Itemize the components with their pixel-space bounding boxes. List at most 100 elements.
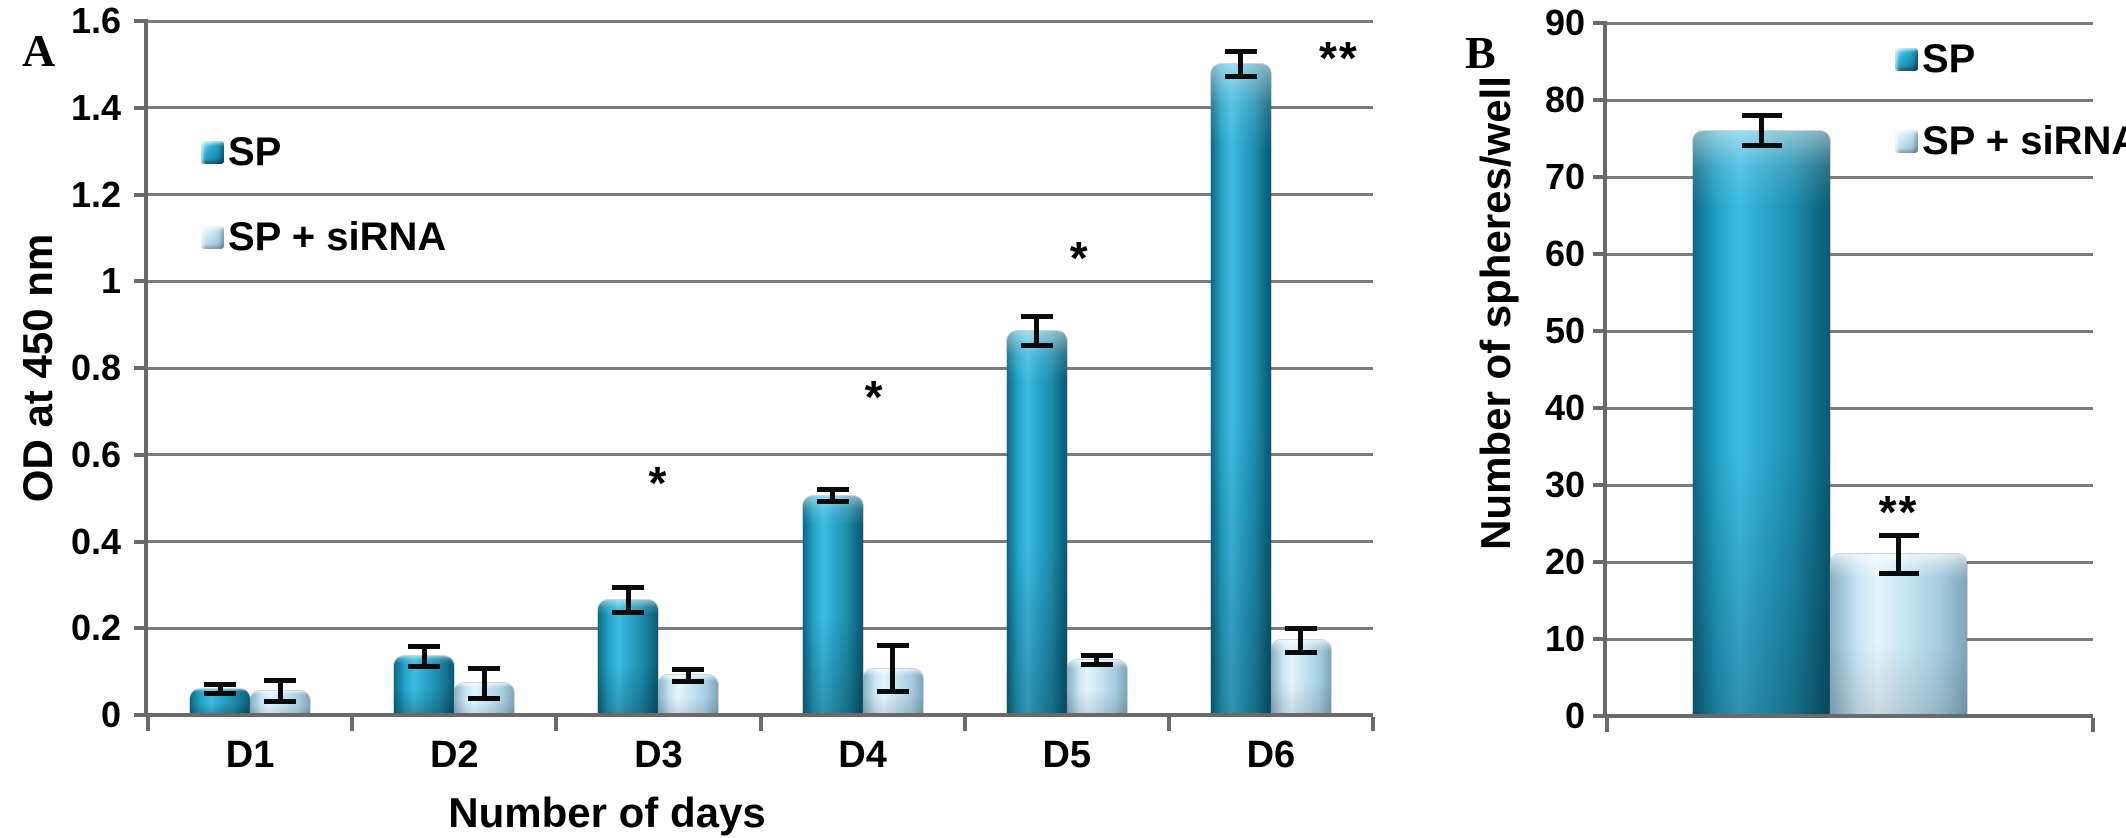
gridline-y-50 [1607, 329, 2093, 333]
legend-label-SP + siRNA: SP + siRNA [1922, 119, 2126, 163]
y-axis-tick-0.2 [134, 626, 148, 631]
y-axis-tick-50 [1593, 329, 1607, 333]
x-axis-tick-3 [758, 717, 763, 731]
error-cap-top [1080, 652, 1113, 658]
legend-item-SP + siRNA: SP + siRNA [201, 215, 446, 259]
legend-item-SP + siRNA: SP + siRNA [1895, 119, 2126, 163]
error-cap-top [672, 666, 705, 672]
gridline-y-60 [1607, 252, 2093, 256]
gridline-y-70 [1607, 175, 2093, 179]
y-tick-label-90: 90 [1544, 2, 1585, 43]
gridline-y-0.2 [148, 626, 1373, 630]
gridline-y-0.6 [148, 453, 1373, 457]
gridline-y-1.2 [148, 193, 1373, 196]
error-cap-bottom [468, 695, 501, 701]
error-cap-top [1741, 113, 1782, 119]
y-axis-tick-10 [1593, 637, 1607, 641]
category-label-D4: D4 [838, 734, 887, 776]
error-cap-bottom [1080, 662, 1113, 668]
y-tick-label-80: 80 [1544, 79, 1585, 120]
x-axis-tick-4 [962, 717, 967, 731]
significance-marker: * [1069, 231, 1090, 284]
category-label-D1: D1 [225, 734, 275, 776]
legend-marker-SP-icon [201, 140, 224, 164]
x-axis-tick-1 [350, 717, 355, 731]
error-cap-bottom [204, 691, 237, 697]
y-axis-tick-1 [134, 279, 148, 284]
legend-item-SP: SP [201, 130, 281, 174]
x-axis-tick-1 [2091, 718, 2095, 732]
gridline-y-90 [1607, 21, 2093, 25]
x-axis-tick-6 [1371, 717, 1375, 731]
error-cap-bottom [1741, 143, 1782, 149]
panel-a-x-axis-title: Number of days [448, 789, 766, 836]
legend-marker-SP + siRNA-icon [201, 225, 224, 249]
error-cap-top [1878, 533, 1919, 539]
error-cap-top [468, 666, 501, 672]
y-tick-label-20: 20 [1544, 541, 1585, 582]
legend-marker-SP-icon [1895, 47, 1918, 71]
gridline-y-1 [148, 279, 1373, 283]
error-cap-bottom [264, 698, 297, 704]
error-cap-bottom [1284, 649, 1317, 655]
x-axis-line [1603, 714, 2093, 718]
gridline-y-1.6 [148, 19, 1373, 23]
bar-D3-SP [598, 600, 659, 715]
gridline-y-0.4 [148, 540, 1373, 543]
y-tick-label-10: 10 [1544, 618, 1585, 659]
bar-group-SP [1693, 130, 1830, 716]
y-axis-tick-0 [1593, 714, 1607, 718]
error-bar-D5-SP + siRNA [1094, 654, 1100, 666]
error-bar-D6-SP + siRNA [1298, 628, 1304, 653]
error-bar-D5-SP [1034, 315, 1040, 347]
y-tick-label-0.4: 0.4 [70, 520, 121, 562]
y-tick-label-70: 70 [1544, 156, 1585, 197]
error-bar-D3-SP [625, 587, 631, 614]
error-cap-top [1284, 626, 1317, 632]
error-bar-D4-SP [830, 489, 836, 503]
significance-marker: * [864, 370, 885, 423]
bar-D5-SP + siRNA [1066, 659, 1127, 715]
y-tick-label-1: 1 [100, 260, 121, 302]
error-cap-top [408, 643, 441, 649]
x-axis-tick-0 [146, 717, 150, 731]
error-bar-D2-SP + siRNA [481, 668, 487, 699]
significance-marker: * [648, 457, 669, 510]
x-axis-tick-5 [1166, 717, 1171, 731]
gridline-y-40 [1607, 406, 2093, 410]
error-bar-D6-SP [1238, 51, 1244, 78]
error-cap-bottom [612, 610, 645, 616]
category-label-D5: D5 [1042, 734, 1092, 776]
bar-D6-SP [1210, 64, 1271, 715]
error-cap-top [1020, 313, 1053, 319]
y-tick-label-0.6: 0.6 [70, 433, 121, 475]
y-tick-label-0: 0 [1564, 695, 1585, 736]
y-tick-label-30: 30 [1544, 464, 1585, 505]
y-tick-label-0: 0 [100, 694, 121, 735]
significance-marker: ** [1319, 32, 1359, 85]
y-axis-tick-30 [1593, 483, 1607, 487]
error-cap-bottom [816, 499, 849, 505]
y-tick-label-40: 40 [1544, 387, 1585, 428]
y-tick-label-50: 50 [1544, 310, 1585, 351]
error-bar-D4-SP + siRNA [890, 644, 896, 693]
y-axis-line [1603, 21, 1607, 718]
error-cap-bottom [1878, 570, 1919, 576]
category-label-D2: D2 [429, 734, 479, 776]
y-axis-tick-1.2 [134, 192, 148, 197]
error-cap-bottom [408, 664, 441, 670]
legend-label-SP + siRNA: SP + siRNA [228, 215, 447, 259]
y-tick-label-60: 60 [1544, 233, 1585, 274]
error-cap-bottom [1224, 74, 1257, 80]
y-axis-tick-0.8 [134, 366, 148, 370]
legend-label-SP: SP [1922, 37, 1976, 81]
x-axis-tick-2 [554, 717, 559, 731]
y-axis-tick-70 [1593, 175, 1607, 179]
error-cap-bottom [1020, 343, 1053, 349]
y-tick-label-1.4: 1.4 [70, 86, 121, 128]
y-axis-tick-90 [1593, 21, 1607, 25]
error-cap-top [1224, 49, 1257, 55]
y-axis-tick-40 [1593, 406, 1607, 410]
gridline-y-0.8 [148, 366, 1373, 370]
